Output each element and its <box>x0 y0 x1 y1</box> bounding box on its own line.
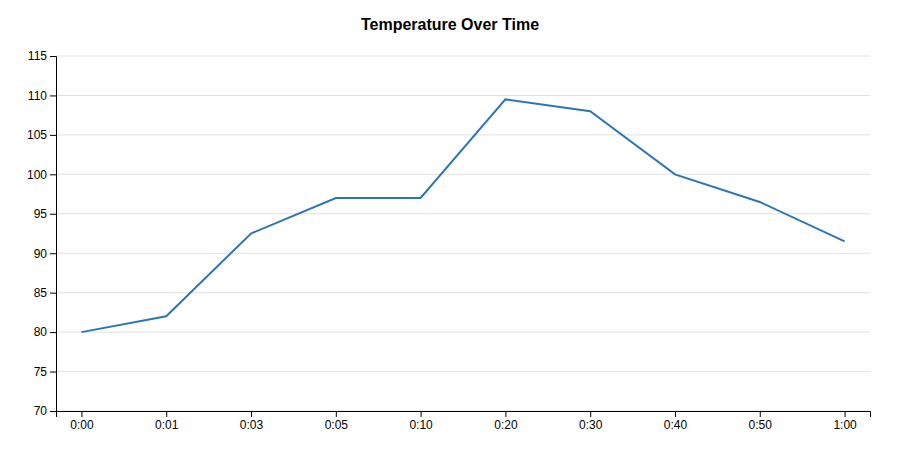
grid-line <box>56 95 870 96</box>
x-tick-label: 0:40 <box>664 418 688 432</box>
y-tick-mark <box>50 253 56 254</box>
y-tick-label: 110 <box>28 89 47 103</box>
x-tick: 0:00 <box>70 411 94 432</box>
x-tick-label: 0:10 <box>409 418 433 432</box>
y-tick: 105 <box>27 128 56 142</box>
line <box>81 99 844 332</box>
y-tick-label: 115 <box>28 49 47 63</box>
x-tick-label: 0:20 <box>494 418 518 432</box>
x-axis: 0:00 0:01 0:03 0:05 0:10 0:20 0:30 0:40 0:50 1:00 <box>57 411 871 432</box>
x-tick: 0:30 <box>579 411 603 432</box>
x-tick: 0:05 <box>325 411 349 432</box>
x-tick: 1:00 <box>833 411 857 432</box>
grid-line <box>56 292 870 293</box>
y-tick-mark <box>50 332 56 333</box>
y-tick-label: 85 <box>34 286 48 300</box>
x-tick-mark <box>251 411 252 417</box>
y-tick: 70 <box>34 404 56 418</box>
grid-line <box>56 371 870 372</box>
x-tick-label: 0:50 <box>749 418 773 432</box>
x-tick: 0:50 <box>749 411 773 432</box>
y-tick: 100 <box>27 168 56 182</box>
x-tick: 0:40 <box>664 411 688 432</box>
y-tick-label: 100 <box>27 168 47 182</box>
x-tick-label: 1:00 <box>833 418 857 432</box>
y-tick: 95 <box>34 207 56 221</box>
y-tick-label: 95 <box>34 207 48 221</box>
y-axis-line <box>50 57 57 412</box>
plot: 70 75 80 85 90 95 100 105 110 115 0:00 0:01 0:03 0:05… <box>27 49 871 431</box>
grid <box>56 56 870 411</box>
y-tick: 90 <box>34 247 56 261</box>
title: Temperature Over Time <box>361 16 539 33</box>
grid-line <box>56 332 870 333</box>
y-tick-mark <box>50 214 56 215</box>
y-tick-mark <box>50 95 56 96</box>
y-tick-mark <box>50 135 56 136</box>
grid-line <box>56 56 870 57</box>
y-tick-label: 70 <box>34 404 48 418</box>
x-tick-mark <box>336 411 337 417</box>
x-tick: 0:03 <box>240 411 264 432</box>
y-tick-mark <box>50 56 56 57</box>
x-tick-mark <box>81 411 82 417</box>
x-tick: 0:10 <box>409 411 433 432</box>
x-tick-mark <box>421 411 422 417</box>
x-tick-mark <box>590 411 591 417</box>
grid-line <box>56 134 870 135</box>
x-tick: 0:20 <box>494 411 518 432</box>
x-tick-mark <box>845 411 846 417</box>
y-tick-mark <box>50 293 56 294</box>
x-tick-label: 0:01 <box>155 418 179 432</box>
y-tick: 110 <box>28 89 56 103</box>
marks <box>81 99 844 332</box>
y-axis: 70 75 80 85 90 95 100 105 110 115 <box>27 49 57 418</box>
y-tick-mark <box>50 174 56 175</box>
y-tick-mark <box>50 372 56 373</box>
y-tick-label: 105 <box>27 128 47 142</box>
grid-line <box>56 253 870 254</box>
x-axis-line <box>57 412 871 418</box>
x-tick-label: 0:00 <box>70 418 94 432</box>
grid-line <box>56 213 870 214</box>
x-tick-label: 0:05 <box>325 418 349 432</box>
y-tick: 115 <box>28 49 56 63</box>
grid-line <box>56 174 870 175</box>
y-tick-label: 90 <box>34 247 48 261</box>
y-tick-mark <box>50 411 56 412</box>
x-tick-mark <box>760 411 761 417</box>
x-tick: 0:01 <box>155 411 179 432</box>
y-tick: 85 <box>34 286 56 300</box>
x-tick-mark <box>675 411 676 417</box>
x-tick-mark <box>166 411 167 417</box>
series <box>81 99 844 332</box>
y-tick-label: 80 <box>34 325 48 339</box>
x-tick-label: 0:03 <box>240 418 264 432</box>
y-tick: 75 <box>34 365 56 379</box>
x-tick-mark <box>505 411 506 417</box>
x-tick-label: 0:30 <box>579 418 603 432</box>
y-tick-label: 75 <box>34 365 48 379</box>
y-tick: 80 <box>34 325 56 339</box>
chart: Temperature Over Time 70 75 80 85 90 95 100 105 1… <box>0 0 900 455</box>
